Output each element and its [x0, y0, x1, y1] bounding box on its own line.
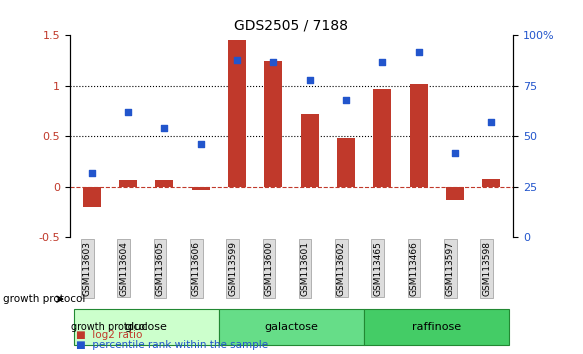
Bar — [155, 180, 174, 187]
Bar — [228, 40, 246, 187]
Bar — [192, 187, 210, 190]
Point — [414, 49, 423, 55]
Bar — [83, 187, 101, 207]
Text: GSM113600: GSM113600 — [264, 241, 273, 296]
Text: GSM113601: GSM113601 — [301, 241, 310, 296]
Point — [305, 77, 314, 82]
Text: GSM113465: GSM113465 — [373, 241, 382, 296]
Point — [269, 59, 278, 64]
Text: GSM113602: GSM113602 — [337, 241, 346, 296]
FancyBboxPatch shape — [219, 309, 364, 345]
Text: GSM113599: GSM113599 — [228, 241, 237, 296]
Bar — [446, 187, 464, 200]
Text: growth protocol: growth protocol — [3, 294, 85, 304]
Bar — [264, 61, 282, 187]
Point — [378, 59, 387, 64]
Text: growth protocol: growth protocol — [71, 322, 147, 332]
Text: glucose: glucose — [125, 322, 168, 332]
Bar — [482, 179, 500, 187]
Text: ■  percentile rank within the sample: ■ percentile rank within the sample — [76, 340, 268, 350]
Text: GSM113597: GSM113597 — [446, 241, 455, 296]
Text: GSM113466: GSM113466 — [410, 241, 419, 296]
Bar — [409, 84, 428, 187]
Point — [87, 170, 96, 176]
Point — [124, 109, 133, 115]
Text: ■  log2 ratio: ■ log2 ratio — [76, 330, 142, 339]
Bar — [373, 89, 391, 187]
Point — [196, 142, 205, 147]
Point — [341, 97, 350, 103]
Text: GSM113604: GSM113604 — [119, 241, 128, 296]
Point — [160, 125, 169, 131]
Text: GSM113606: GSM113606 — [192, 241, 201, 296]
Text: GSM113598: GSM113598 — [482, 241, 491, 296]
Point — [487, 119, 496, 125]
Point — [233, 57, 242, 62]
Text: GSM113605: GSM113605 — [156, 241, 164, 296]
Text: galactose: galactose — [265, 322, 318, 332]
Text: GSM113603: GSM113603 — [83, 241, 92, 296]
Bar — [337, 138, 355, 187]
Title: GDS2505 / 7188: GDS2505 / 7188 — [234, 19, 349, 33]
FancyBboxPatch shape — [73, 309, 219, 345]
Point — [450, 150, 459, 155]
Text: raffinose: raffinose — [412, 322, 461, 332]
Bar — [301, 114, 319, 187]
FancyBboxPatch shape — [364, 309, 510, 345]
Bar — [119, 180, 137, 187]
